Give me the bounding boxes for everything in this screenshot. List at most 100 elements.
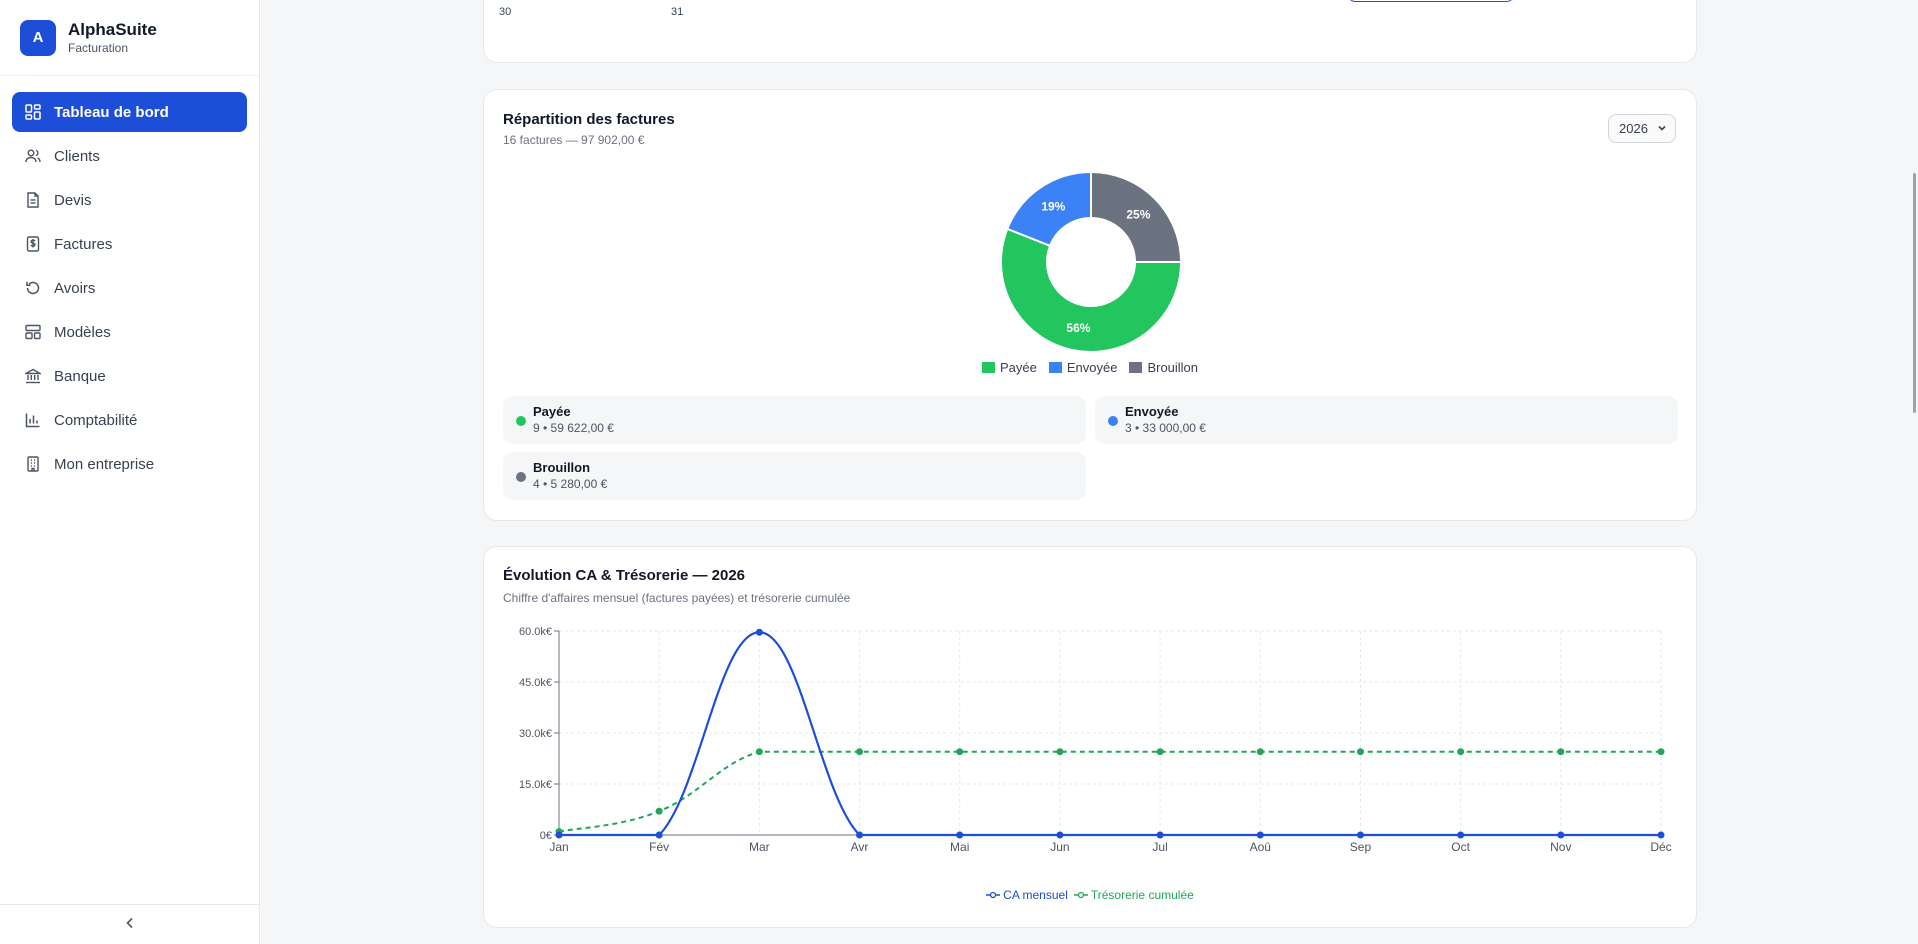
- sidebar-item-tableau-de-bord[interactable]: Tableau de bord: [12, 92, 247, 132]
- legend-swatch: [1048, 362, 1062, 373]
- data-point[interactable]: [755, 748, 763, 756]
- sidebar-item-label: Factures: [54, 235, 113, 253]
- year-select-value: 2026: [1619, 121, 1648, 136]
- invoice-donut-chart: 56% 19% 25%: [1000, 170, 1183, 353]
- data-point[interactable]: [1256, 831, 1264, 839]
- status-dot: [516, 416, 526, 426]
- bar-chart-icon: [24, 411, 42, 429]
- revenue-line-chart: 0€ 15.0k€ 30.0k€ 45.0k€ 60.0k€ Jan Fév Mar Avr Ma…: [519, 626, 1672, 854]
- stat-label: Payée: [533, 404, 571, 419]
- template-icon: [24, 323, 42, 341]
- chevron-down-icon: [1657, 122, 1667, 137]
- data-point[interactable]: [1156, 831, 1164, 839]
- document-icon: [24, 191, 42, 209]
- legend-line-icon: [986, 891, 1001, 899]
- x-tick-label: Fév: [649, 840, 669, 854]
- y-tick-label: 45.0k€: [519, 677, 552, 689]
- donut-slice[interactable]: [1000, 227, 1183, 353]
- data-point[interactable]: [1356, 831, 1364, 839]
- sidebar-item-devis[interactable]: Devis: [12, 180, 247, 220]
- sidebar-item-avoirs[interactable]: Avoirs: [12, 268, 247, 308]
- legend-item-payee[interactable]: Payée: [981, 360, 1037, 375]
- brand-name: AlphaSuite: [68, 19, 157, 39]
- brand-subtitle: Facturation: [68, 40, 129, 55]
- series-line: [558, 750, 1661, 833]
- building-icon: [24, 455, 42, 473]
- donut-slice-label: 19%: [1041, 200, 1065, 214]
- stat-label: Brouillon: [533, 460, 591, 475]
- x-tick-label: Nov: [1550, 840, 1571, 854]
- x-tick-label: Oct: [1451, 840, 1470, 854]
- legend-label: Envoyée: [1066, 360, 1118, 375]
- data-point[interactable]: [856, 748, 864, 756]
- calendar-action-button[interactable]: [1346, 0, 1516, 2]
- x-tick-label: Jan: [549, 840, 568, 854]
- legend-label: Brouillon: [1147, 360, 1199, 375]
- series-line: [559, 631, 1661, 837]
- invoice-distribution-card: Répartition des factures 16 factures — 9…: [483, 89, 1697, 521]
- data-point[interactable]: [1657, 831, 1665, 839]
- data-point[interactable]: [1457, 748, 1465, 756]
- data-point[interactable]: [755, 628, 763, 636]
- sidebar-item-banque[interactable]: Banque: [12, 356, 247, 396]
- dashboard-icon: [24, 103, 42, 121]
- x-tick-label: Mar: [749, 840, 770, 854]
- data-point[interactable]: [1356, 748, 1364, 756]
- data-point[interactable]: [1457, 831, 1465, 839]
- stat-value: 9 • 59 622,00 €: [533, 421, 614, 435]
- sidebar-item-comptabilite[interactable]: Comptabilité: [12, 400, 247, 440]
- data-point[interactable]: [956, 831, 964, 839]
- sidebar-item-label: Clients: [54, 147, 100, 165]
- sidebar-item-clients[interactable]: Clients: [12, 136, 247, 176]
- data-point[interactable]: [1557, 831, 1565, 839]
- stat-payee: Payée 9 • 59 622,00 €: [503, 396, 1086, 444]
- x-tick-label: Avr: [851, 840, 869, 854]
- legend-label: CA mensuel: [1003, 888, 1068, 902]
- x-tick-label: Déc: [1650, 840, 1671, 854]
- data-point[interactable]: [1056, 748, 1064, 756]
- legend-label: Payée: [999, 360, 1037, 375]
- x-tick-label: Aoû: [1250, 840, 1271, 854]
- sidebar-item-label: Modèles: [54, 323, 111, 341]
- sidebar-item-label: Tableau de bord: [54, 103, 169, 121]
- y-tick-label: 30.0k€: [519, 728, 552, 740]
- data-point[interactable]: [1557, 748, 1565, 756]
- sidebar-item-modeles[interactable]: Modèles: [12, 312, 247, 352]
- stat-value: 3 • 33 000,00 €: [1125, 421, 1206, 435]
- x-tick-label: Mai: [950, 840, 969, 854]
- data-point[interactable]: [655, 807, 663, 815]
- donut-slice-label: 25%: [1126, 208, 1150, 222]
- legend-item-tresorerie-cumulee[interactable]: Trésorerie cumulée: [1073, 888, 1194, 902]
- sidebar-collapse-button[interactable]: [0, 904, 259, 944]
- legend-swatch: [981, 362, 995, 373]
- legend-item-ca-mensuel[interactable]: CA mensuel: [986, 888, 1068, 902]
- revenue-evolution-card: Évolution CA & Trésorerie — 2026 Chiffre…: [483, 546, 1697, 928]
- card-title: Évolution CA & Trésorerie — 2026: [503, 567, 746, 584]
- data-point[interactable]: [1256, 748, 1264, 756]
- calendar-day-label: 31: [671, 6, 684, 18]
- legend-item-brouillon[interactable]: Brouillon: [1129, 360, 1198, 375]
- stat-label: Envoyée: [1125, 404, 1179, 419]
- brand[interactable]: A AlphaSuite Facturation: [0, 0, 259, 76]
- data-point[interactable]: [1657, 748, 1665, 756]
- sidebar-nav: Tableau de bord Clients Devis Factures A…: [0, 76, 259, 504]
- donut-slice[interactable]: [1090, 170, 1183, 263]
- calendar-day-label: 30: [499, 6, 512, 18]
- data-point[interactable]: [956, 748, 964, 756]
- year-select[interactable]: 2026: [1608, 114, 1676, 143]
- sidebar-item-label: Comptabilité: [54, 411, 138, 429]
- data-point[interactable]: [856, 831, 864, 839]
- card-subtitle: Chiffre d'affaires mensuel (factures pay…: [503, 591, 851, 605]
- card-title: Répartition des factures: [503, 111, 675, 128]
- data-point[interactable]: [1156, 748, 1164, 756]
- y-tick-label: 15.0k€: [519, 779, 552, 791]
- data-point[interactable]: [1056, 831, 1064, 839]
- data-point[interactable]: [655, 831, 663, 839]
- page-scrollbar[interactable]: [1913, 173, 1916, 413]
- chevron-left-icon: [125, 916, 135, 934]
- sidebar-item-factures[interactable]: Factures: [12, 224, 247, 264]
- refund-icon: [24, 279, 42, 297]
- legend-item-envoyee[interactable]: Envoyée: [1048, 360, 1118, 375]
- data-point[interactable]: [555, 831, 563, 839]
- sidebar-item-mon-entreprise[interactable]: Mon entreprise: [12, 444, 247, 484]
